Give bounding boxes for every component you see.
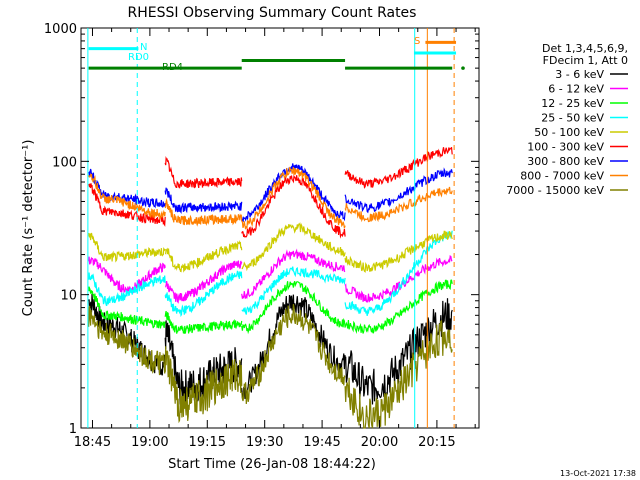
y-tick-label: 1 xyxy=(69,422,77,437)
series-line-4-segment-4 xyxy=(344,230,453,316)
series-line-9-segment-3 xyxy=(241,304,346,405)
data-layer xyxy=(88,146,453,429)
series-line-3-segment-4 xyxy=(344,279,453,334)
flag-label-s: S xyxy=(414,36,420,47)
x-tick-label: 19:30 xyxy=(246,435,283,450)
series-line-5-segment-2 xyxy=(164,240,243,273)
y-tick-label: 100 xyxy=(52,155,77,170)
legend-header-line: FDecim 1, Att 0 xyxy=(543,54,628,67)
plot-frame xyxy=(80,27,480,429)
series-line-3-segment-3 xyxy=(241,281,346,335)
y-axis-label: Count Rate (s⁻¹ detector⁻¹) xyxy=(21,140,36,317)
legend-label: 3 - 6 keV xyxy=(555,68,604,81)
legend-label: 7000 - 15000 keV xyxy=(506,184,604,197)
series-line-6-segment-3 xyxy=(241,174,346,239)
series-line-9-segment-2 xyxy=(164,346,243,424)
series-line-7-segment-4 xyxy=(344,167,453,214)
flag-label-n: N xyxy=(140,42,147,53)
flag-label-rd4: RD4 xyxy=(162,62,183,73)
x-tick-label: 18:45 xyxy=(74,435,111,450)
series-line-2-segment-3 xyxy=(241,248,346,300)
annotation-layer: N S RD0 RD4 xyxy=(87,28,465,428)
series-line-2-segment-2 xyxy=(165,260,243,304)
series-line-6-segment-1 xyxy=(88,183,166,227)
series-line-3-segment-1 xyxy=(88,286,166,329)
series-line-7-segment-1 xyxy=(88,168,166,209)
x-tick-label: 19:45 xyxy=(303,435,340,450)
series-line-1-segment-3 xyxy=(241,294,346,400)
series-line-7-segment-3 xyxy=(241,163,346,223)
y-tick-label: 10 xyxy=(60,289,77,304)
series-line-5-segment-3 xyxy=(241,222,346,272)
axis-layer: 1 10 100 1000 18:45 19:00 19:15 19:30 19:45 20:00… xyxy=(44,22,479,450)
x-axis-label: Start Time (26-Jan-08 18:44:22) xyxy=(168,457,376,472)
series-line-9-segment-4 xyxy=(344,319,453,429)
flag-label-rd0: RD0 xyxy=(128,52,149,63)
x-tick-label: 20:00 xyxy=(361,435,398,450)
legend-label: 800 - 7000 keV xyxy=(520,170,604,183)
series-line-3-segment-2 xyxy=(164,310,243,334)
series-line-4-segment-3 xyxy=(241,266,346,315)
legend-label: 50 - 100 keV xyxy=(534,126,604,139)
legend: Det 1,3,4,5,6,9,FDecim 1, Att 03 - 6 keV… xyxy=(506,42,628,197)
series-line-8-segment-4 xyxy=(344,186,453,223)
x-tick-label: 19:00 xyxy=(131,435,168,450)
x-tick-label: 19:15 xyxy=(189,435,226,450)
x-tick-label: 20:15 xyxy=(418,435,455,450)
series-line-5-segment-1 xyxy=(88,232,166,263)
series-line-8-segment-2 xyxy=(164,197,243,227)
legend-label: 6 - 12 keV xyxy=(548,83,604,96)
legend-label: 100 - 300 keV xyxy=(527,141,604,154)
chart-title: RHESSI Observing Summary Count Rates xyxy=(128,5,417,21)
series-line-9-segment-1 xyxy=(88,305,166,376)
series-line-7-segment-2 xyxy=(164,187,243,215)
series-line-8-segment-1 xyxy=(88,172,166,220)
series-line-4-segment-1 xyxy=(88,272,166,307)
y-tick-label: 1000 xyxy=(44,22,77,37)
series-line-5-segment-4 xyxy=(344,230,453,273)
series-line-6-segment-4 xyxy=(344,146,453,189)
series-line-2-segment-1 xyxy=(88,256,166,294)
legend-label: 300 - 800 keV xyxy=(527,155,604,168)
series-line-6-segment-2 xyxy=(164,156,243,189)
legend-header-line: Det 1,3,4,5,6,9, xyxy=(542,42,628,55)
flag-end-dot xyxy=(461,66,465,70)
legend-label: 25 - 50 keV xyxy=(541,112,604,125)
legend-label: 12 - 25 keV xyxy=(541,97,604,110)
series-line-8-segment-3 xyxy=(241,166,346,230)
timestamp-footer: 13-Oct-2021 17:38 xyxy=(560,469,636,478)
series-line-4-segment-2 xyxy=(164,270,243,318)
series-line-1-segment-2 xyxy=(164,320,243,406)
